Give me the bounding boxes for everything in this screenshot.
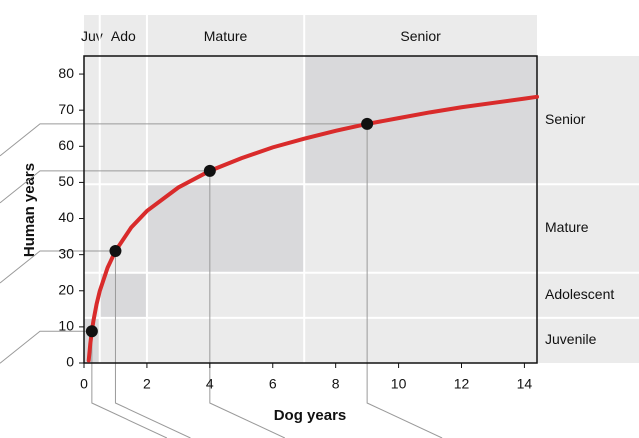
leader-line <box>0 330 92 364</box>
x-axis-title: Dog years <box>274 407 347 424</box>
point <box>85 325 98 338</box>
x-tick-label: 8 <box>332 376 340 392</box>
y-tick-label: 30 <box>58 245 74 261</box>
x-tick-label: 12 <box>454 376 470 392</box>
x-tick-label: 0 <box>80 376 88 392</box>
stage-box <box>99 272 147 318</box>
stage-box <box>304 56 537 185</box>
leader-line <box>114 251 191 438</box>
plot-frame <box>83 55 538 364</box>
stage-row-band <box>537 272 639 318</box>
x-tick-label: 2 <box>143 376 151 392</box>
stage-row-label: Mature <box>545 219 589 235</box>
x-tick-label: 10 <box>391 376 407 392</box>
y-tick-label: 20 <box>58 281 74 297</box>
leader-line <box>209 170 286 438</box>
stage-row-band <box>537 317 639 363</box>
point <box>361 117 374 130</box>
stage-row-label: Adolescent <box>545 286 614 302</box>
stage-column-label: Ado <box>111 28 136 44</box>
leader-line <box>91 331 168 438</box>
stage-row-label: Juvenile <box>545 331 597 347</box>
stage-column-label: Senior <box>400 28 441 44</box>
x-tick-label: 14 <box>517 376 533 392</box>
y-tick-label: 40 <box>58 209 74 225</box>
stage-row-label: Senior <box>545 111 586 127</box>
y-tick-label: 50 <box>58 173 74 189</box>
leader-line <box>0 170 210 204</box>
stage-column-label: Juv <box>81 28 103 44</box>
leader-line <box>0 250 116 284</box>
y-tick-label: 80 <box>58 65 74 81</box>
stage-box <box>146 184 305 273</box>
x-tick-label: 4 <box>206 376 214 392</box>
y-tick-label: 70 <box>58 101 74 117</box>
y-axis-title: Human years <box>21 163 38 257</box>
stage-column-label: Mature <box>204 28 248 44</box>
stage-column <box>84 15 100 363</box>
y-tick-label: 0 <box>66 354 74 370</box>
leader-line <box>0 123 368 157</box>
y-tick-label: 10 <box>58 318 74 334</box>
stage-row-band <box>537 56 639 185</box>
point <box>109 245 122 258</box>
point <box>203 164 216 177</box>
stage-row-band <box>537 184 639 273</box>
leader-line <box>366 123 443 438</box>
y-tick-label: 60 <box>58 137 74 153</box>
x-tick-label: 6 <box>269 376 277 392</box>
